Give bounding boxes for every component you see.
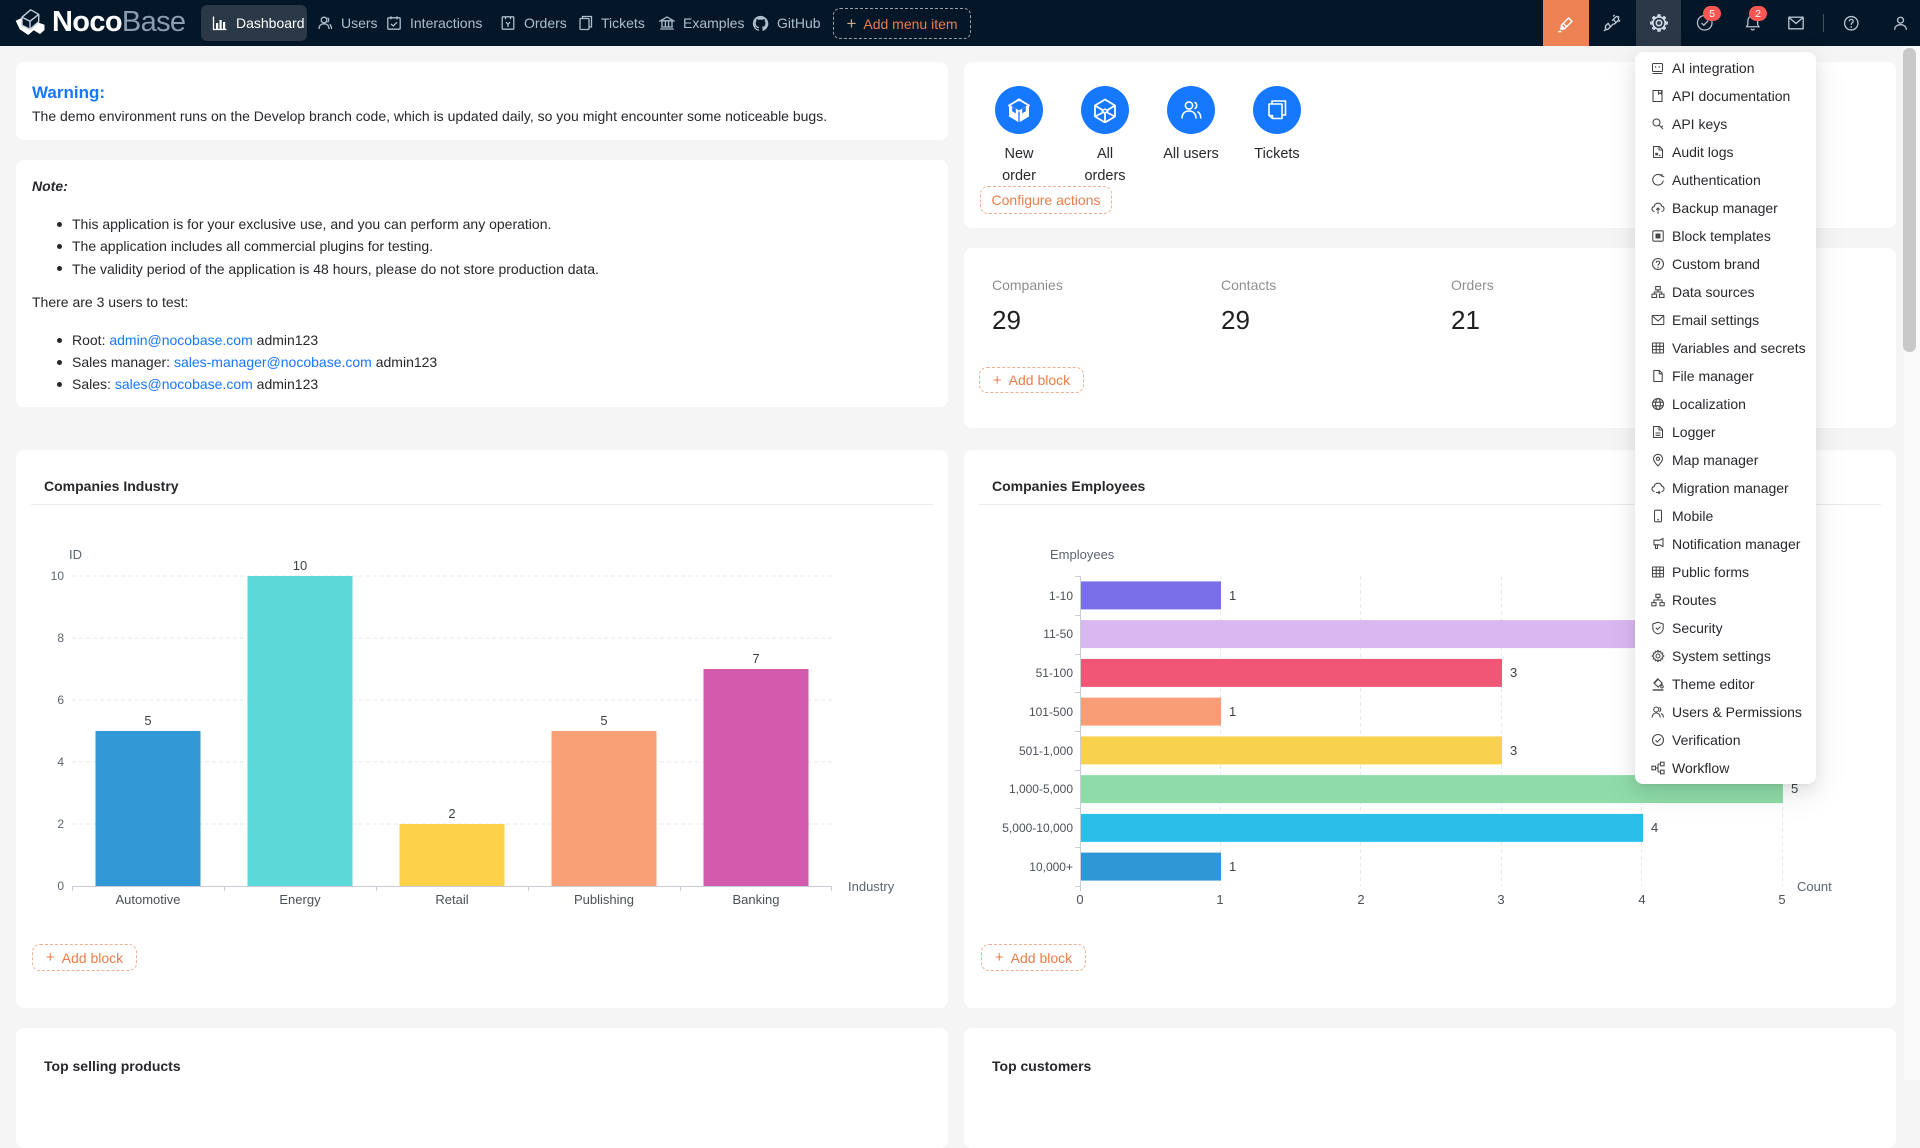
svg-text:1: 1: [1216, 892, 1223, 907]
svg-text:3: 3: [1497, 892, 1504, 907]
svg-text:2: 2: [448, 806, 455, 821]
svg-text:2: 2: [57, 817, 64, 831]
svg-text:5: 5: [600, 713, 607, 728]
svg-text:11-50: 11-50: [1043, 627, 1073, 641]
svg-text:5: 5: [1778, 892, 1785, 907]
svg-text:Banking: Banking: [733, 892, 780, 907]
svg-text:4: 4: [1651, 820, 1658, 835]
svg-text:10: 10: [51, 569, 65, 583]
svg-text:1: 1: [1229, 859, 1236, 874]
svg-text:2: 2: [1357, 892, 1364, 907]
svg-text:8: 8: [57, 631, 64, 645]
svg-text:6: 6: [57, 693, 64, 707]
svg-text:1: 1: [1229, 588, 1236, 603]
svg-text:Employees: Employees: [1050, 547, 1115, 562]
svg-text:Publishing: Publishing: [574, 892, 634, 907]
svg-text:ID: ID: [69, 547, 82, 562]
svg-text:Industry: Industry: [848, 879, 895, 894]
svg-text:501-1,000: 501-1,000: [1019, 744, 1073, 758]
svg-text:7: 7: [752, 651, 759, 666]
svg-text:10: 10: [293, 558, 307, 573]
svg-text:101-500: 101-500: [1029, 705, 1073, 719]
svg-text:0: 0: [57, 879, 64, 893]
svg-text:Retail: Retail: [435, 892, 468, 907]
svg-text:10,000+: 10,000+: [1029, 860, 1073, 874]
svg-text:Count: Count: [1797, 879, 1832, 894]
svg-text:3: 3: [1510, 665, 1517, 680]
svg-text:5: 5: [1791, 781, 1798, 796]
svg-text:3: 3: [1510, 743, 1517, 758]
svg-text:Energy: Energy: [279, 892, 321, 907]
svg-text:Automotive: Automotive: [115, 892, 180, 907]
svg-text:51-100: 51-100: [1036, 666, 1074, 680]
svg-text:5,000-10,000: 5,000-10,000: [1002, 821, 1073, 835]
svg-text:0: 0: [1076, 892, 1083, 907]
svg-text:5: 5: [144, 713, 151, 728]
svg-text:4: 4: [57, 755, 64, 769]
svg-text:4: 4: [1638, 892, 1645, 907]
svg-text:1,000-5,000: 1,000-5,000: [1009, 782, 1073, 796]
svg-text:1-10: 1-10: [1049, 589, 1073, 603]
svg-text:1: 1: [1229, 704, 1236, 719]
